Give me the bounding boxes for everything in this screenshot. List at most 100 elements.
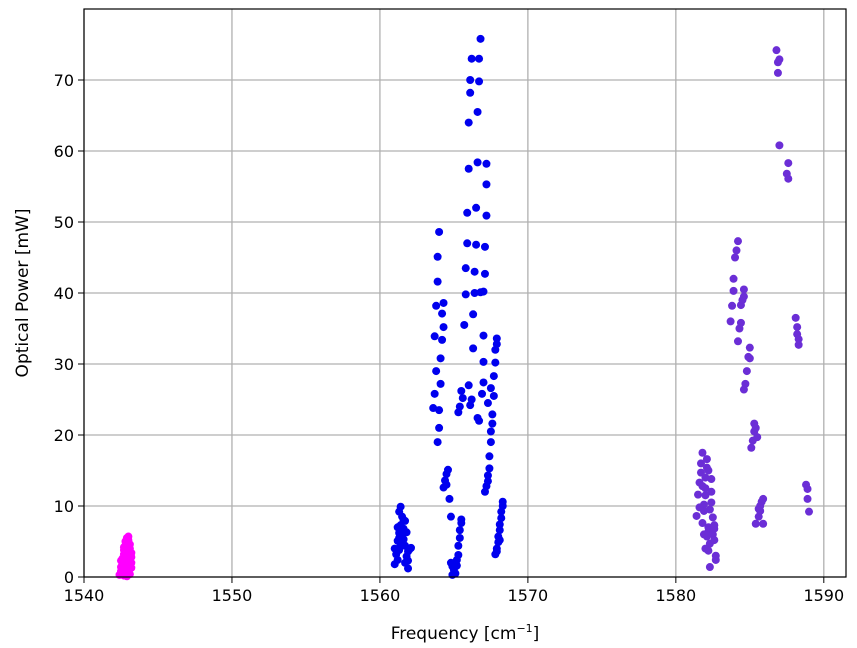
data-point	[438, 335, 447, 344]
y-tick-label: 30	[54, 355, 74, 374]
data-point	[803, 484, 812, 493]
x-tick-label: 1540	[64, 586, 105, 605]
data-point	[436, 354, 445, 363]
data-point	[443, 465, 452, 474]
data-point	[433, 438, 442, 447]
data-point	[784, 159, 793, 168]
data-point	[694, 490, 703, 499]
data-point	[759, 494, 768, 503]
data-point	[705, 563, 714, 572]
data-point	[475, 54, 484, 63]
data-point	[470, 267, 479, 276]
data-point	[492, 547, 501, 556]
data-point	[457, 515, 466, 524]
data-point	[489, 391, 498, 400]
data-point	[404, 564, 413, 573]
data-point	[460, 320, 469, 329]
data-point	[733, 237, 742, 246]
y-tick-label: 0	[64, 568, 74, 587]
data-point	[124, 549, 133, 558]
data-point	[455, 402, 464, 411]
x-tick-label: 1550	[212, 586, 253, 605]
data-point	[488, 419, 497, 428]
data-point	[702, 455, 711, 464]
data-point	[701, 491, 710, 500]
data-point	[438, 309, 447, 318]
data-point	[698, 482, 707, 491]
x-tick-label: 1580	[655, 586, 696, 605]
y-tick-label: 50	[54, 213, 74, 232]
x-axis-label-superscript: −1	[516, 622, 532, 635]
data-point	[466, 76, 475, 84]
data-point	[395, 533, 404, 542]
y-axis-ticks: 0 10 20 30 40 50 60 70	[54, 71, 84, 587]
data-point	[475, 77, 484, 86]
data-point	[466, 88, 475, 97]
data-point	[784, 174, 793, 183]
data-point	[390, 544, 399, 553]
data-point	[482, 180, 491, 189]
data-point	[482, 159, 491, 168]
data-point	[469, 310, 478, 319]
data-point	[698, 448, 707, 457]
y-tick-label: 40	[54, 284, 74, 303]
x-axis-label-end: ]	[533, 624, 540, 644]
data-point	[467, 54, 476, 63]
data-point	[461, 290, 470, 299]
data-point	[446, 512, 455, 521]
data-point	[705, 505, 714, 514]
data-point	[794, 335, 803, 344]
data-point	[491, 358, 500, 367]
data-point	[759, 519, 768, 528]
data-point	[736, 318, 745, 327]
data-point	[454, 550, 463, 559]
x-axis-label-main: Frequency [cm	[391, 624, 517, 644]
data-point	[479, 378, 488, 387]
data-point	[472, 203, 481, 212]
data-point	[430, 332, 439, 341]
data-point	[739, 285, 748, 294]
data-point	[433, 252, 442, 261]
data-point	[475, 416, 484, 425]
data-point	[803, 494, 812, 503]
data-point	[751, 423, 760, 432]
data-point	[731, 253, 740, 262]
data-point	[479, 357, 488, 366]
y-tick-label: 10	[54, 497, 74, 516]
data-point	[726, 317, 735, 326]
data-point	[479, 287, 488, 296]
data-point	[464, 381, 473, 390]
data-point	[495, 520, 504, 529]
data-point	[498, 497, 507, 506]
data-point	[492, 334, 501, 343]
data-point	[495, 536, 504, 545]
data-point	[483, 477, 492, 486]
data-point	[775, 55, 784, 64]
data-point	[442, 480, 451, 489]
data-point	[436, 379, 445, 388]
data-point	[439, 298, 448, 307]
data-point	[805, 507, 814, 516]
data-point	[454, 541, 463, 550]
data-point	[433, 277, 442, 286]
data-point	[480, 269, 489, 278]
data-point	[486, 384, 495, 393]
data-point	[445, 494, 454, 503]
data-point	[122, 535, 131, 544]
data-point	[742, 367, 751, 376]
data-points	[115, 34, 814, 581]
data-point	[733, 337, 742, 346]
data-point	[707, 498, 716, 507]
y-tick-label: 60	[54, 142, 74, 161]
data-point	[473, 158, 482, 167]
data-point	[699, 530, 708, 539]
data-point	[696, 459, 705, 468]
data-point	[751, 519, 760, 528]
data-point	[402, 528, 411, 537]
data-point	[116, 556, 125, 565]
data-point	[732, 246, 741, 255]
data-point	[483, 399, 492, 408]
data-point	[439, 323, 448, 332]
data-point	[708, 513, 717, 522]
data-point	[497, 514, 506, 523]
